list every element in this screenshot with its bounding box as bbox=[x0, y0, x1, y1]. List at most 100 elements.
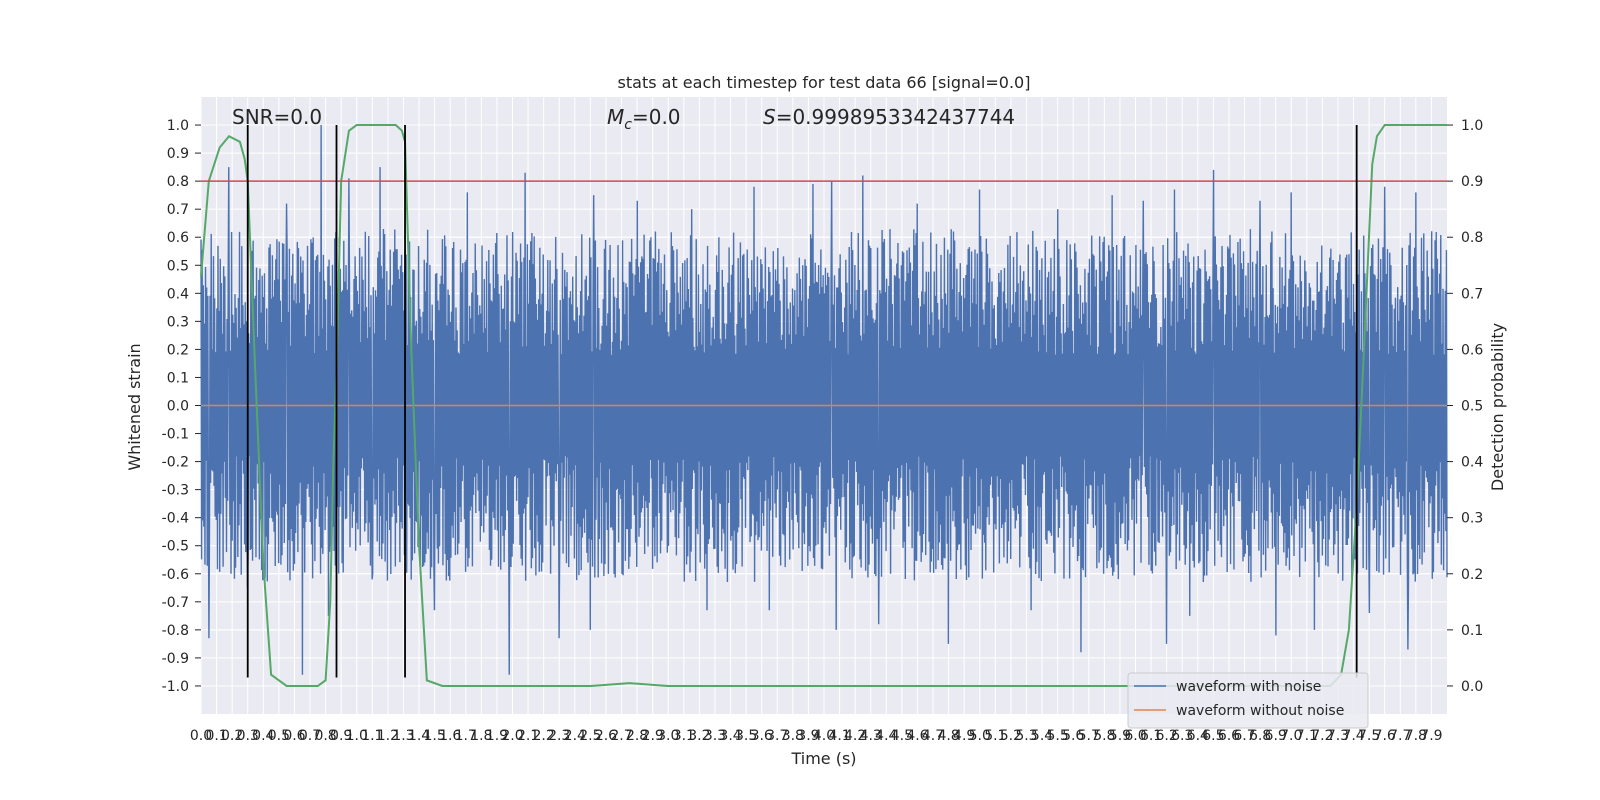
y-tick-label: 0.6 bbox=[167, 230, 189, 246]
x-tick-label: 7.7 bbox=[1389, 728, 1411, 744]
x-tick-label: 2.0 bbox=[501, 728, 523, 744]
y-tick-label: -0.4 bbox=[162, 511, 189, 527]
y-tick-label: 1.0 bbox=[167, 118, 189, 134]
x-tick-label: 6.4 bbox=[1187, 728, 1209, 744]
x-tick-label: 1.9 bbox=[486, 728, 508, 744]
y-tick-label: -0.8 bbox=[162, 623, 189, 639]
legend-box bbox=[1127, 672, 1369, 729]
y-tick-label: -0.9 bbox=[162, 651, 189, 667]
x-tick-label: 1.0 bbox=[346, 728, 368, 744]
x-tick-label: 7.3 bbox=[1327, 728, 1349, 744]
event-markers bbox=[246, 125, 1358, 678]
x-tick-label: 1.7 bbox=[455, 728, 477, 744]
y-tick-label: 0.2 bbox=[167, 342, 189, 358]
y2-tick-label: 1.0 bbox=[1461, 118, 1483, 134]
x-tick-label: 3.2 bbox=[688, 728, 710, 744]
x-tick-label: 4.4 bbox=[875, 728, 897, 744]
y-tick-label: -1.0 bbox=[162, 679, 189, 695]
y2-tick-label: 0.5 bbox=[1461, 399, 1483, 415]
x-tick-label: 7.8 bbox=[1405, 728, 1427, 744]
y-tick-label: -0.6 bbox=[162, 567, 189, 583]
x-tick-label: 7.6 bbox=[1374, 728, 1396, 744]
x-tick-label: 3.0 bbox=[657, 728, 679, 744]
y2-tick-label: 0.9 bbox=[1461, 174, 1483, 190]
x-tick-label: 7.9 bbox=[1420, 728, 1442, 744]
x-tick-label: 0.3 bbox=[237, 728, 259, 744]
y-tick-label: -0.3 bbox=[162, 483, 189, 499]
x-tick-label: 7.1 bbox=[1296, 728, 1318, 744]
y-tick-label: 0.3 bbox=[167, 314, 189, 330]
x-tick-label: 6.2 bbox=[1156, 728, 1178, 744]
y2-axis-label: Detection probability bbox=[1488, 323, 1507, 491]
x-tick-label: 1.3 bbox=[392, 728, 414, 744]
x-tick-label: 3.6 bbox=[751, 728, 773, 744]
x-tick-label: 5.0 bbox=[969, 728, 991, 744]
x-tick-label: 3.8 bbox=[782, 728, 804, 744]
x-tick-label: 2.6 bbox=[595, 728, 617, 744]
y-tick-label: 0.7 bbox=[167, 202, 189, 218]
x-tick-label: 0.1 bbox=[205, 728, 227, 744]
score-annotation: S=0.9998953342437744 bbox=[763, 105, 1015, 129]
x-tick-label: 2.3 bbox=[548, 728, 570, 744]
x-tick-label: 1.1 bbox=[361, 728, 383, 744]
chirp-mass-annotation: Mc=0.0 bbox=[607, 105, 681, 133]
y-tick-label: 0.5 bbox=[167, 258, 189, 274]
x-tick-label: 5.2 bbox=[1000, 728, 1022, 744]
x-tick-label: 6.1 bbox=[1140, 728, 1162, 744]
y-tick-label: 0.0 bbox=[167, 399, 189, 415]
y2-tick-label: 0.6 bbox=[1461, 342, 1483, 358]
x-tick-label: 4.0 bbox=[813, 728, 835, 744]
x-tick-label: 5.6 bbox=[1062, 728, 1084, 744]
y-tick-label: 0.1 bbox=[167, 370, 189, 386]
score-value: =0.9998953342437744 bbox=[776, 105, 1015, 129]
y-tick-label: 0.8 bbox=[167, 174, 189, 190]
x-tick-label: 1.6 bbox=[439, 728, 461, 744]
y-tick-label: -0.1 bbox=[162, 427, 189, 443]
y-tick-label: 0.4 bbox=[167, 286, 189, 302]
x-tick-label: 3.4 bbox=[719, 728, 741, 744]
x-tick-label: 2.2 bbox=[533, 728, 555, 744]
x-tick-label: 2.1 bbox=[517, 728, 539, 744]
x-tick-label: 6.0 bbox=[1124, 728, 1146, 744]
chirp-mass-value: =0.0 bbox=[632, 105, 681, 129]
x-tick-label: 2.4 bbox=[564, 728, 586, 744]
y-tick-label: -0.5 bbox=[162, 539, 189, 555]
x-tick-label: 0.2 bbox=[221, 728, 243, 744]
x-tick-label: 4.5 bbox=[891, 728, 913, 744]
chirp-mass-symbol: M bbox=[607, 105, 624, 129]
x-tick-label: 0.8 bbox=[314, 728, 336, 744]
x-tick-label: 0.7 bbox=[299, 728, 321, 744]
legend-label-clean: waveform without noise bbox=[1176, 703, 1344, 719]
x-tick-label: 1.8 bbox=[470, 728, 492, 744]
x-tick-label: 5.3 bbox=[1015, 728, 1037, 744]
x-tick-label: 6.3 bbox=[1171, 728, 1193, 744]
x-tick-label: 7.4 bbox=[1342, 728, 1364, 744]
x-tick-label: 5.4 bbox=[1031, 728, 1053, 744]
x-tick-label: 4.7 bbox=[922, 728, 944, 744]
x-tick-label: 1.4 bbox=[408, 728, 430, 744]
y2-tick-label: 0.2 bbox=[1461, 567, 1483, 583]
x-tick-label: 0.6 bbox=[283, 728, 305, 744]
x-tick-label: 3.7 bbox=[766, 728, 788, 744]
x-tick-label: 5.8 bbox=[1093, 728, 1115, 744]
chirp-mass-subscript: c bbox=[624, 117, 632, 133]
noise-waveform-line bbox=[200, 125, 1448, 675]
x-tick-label: 5.9 bbox=[1109, 728, 1131, 744]
x-tick-label: 6.5 bbox=[1202, 728, 1224, 744]
x-tick-label: 7.5 bbox=[1358, 728, 1380, 744]
y2-axis-ticks: 0.0 0.1 0.2 0.3 0.4 0.5 0.6 0.7 0.8 0.9 1.0 bbox=[1447, 118, 1483, 695]
x-tick-label: 0.0 bbox=[190, 728, 212, 744]
y-tick-label: -0.7 bbox=[162, 595, 189, 611]
x-axis-label: Time (s) bbox=[790, 749, 856, 768]
x-tick-label: 4.2 bbox=[844, 728, 866, 744]
y-tick-label: 0.9 bbox=[167, 146, 189, 162]
x-tick-label: 3.1 bbox=[673, 728, 695, 744]
y2-tick-label: 0.1 bbox=[1461, 623, 1483, 639]
x-tick-label: 4.6 bbox=[906, 728, 928, 744]
x-tick-label: 3.9 bbox=[797, 728, 819, 744]
x-tick-label: 4.9 bbox=[953, 728, 975, 744]
x-tick-label: 4.8 bbox=[937, 728, 959, 744]
x-tick-label: 5.5 bbox=[1046, 728, 1068, 744]
